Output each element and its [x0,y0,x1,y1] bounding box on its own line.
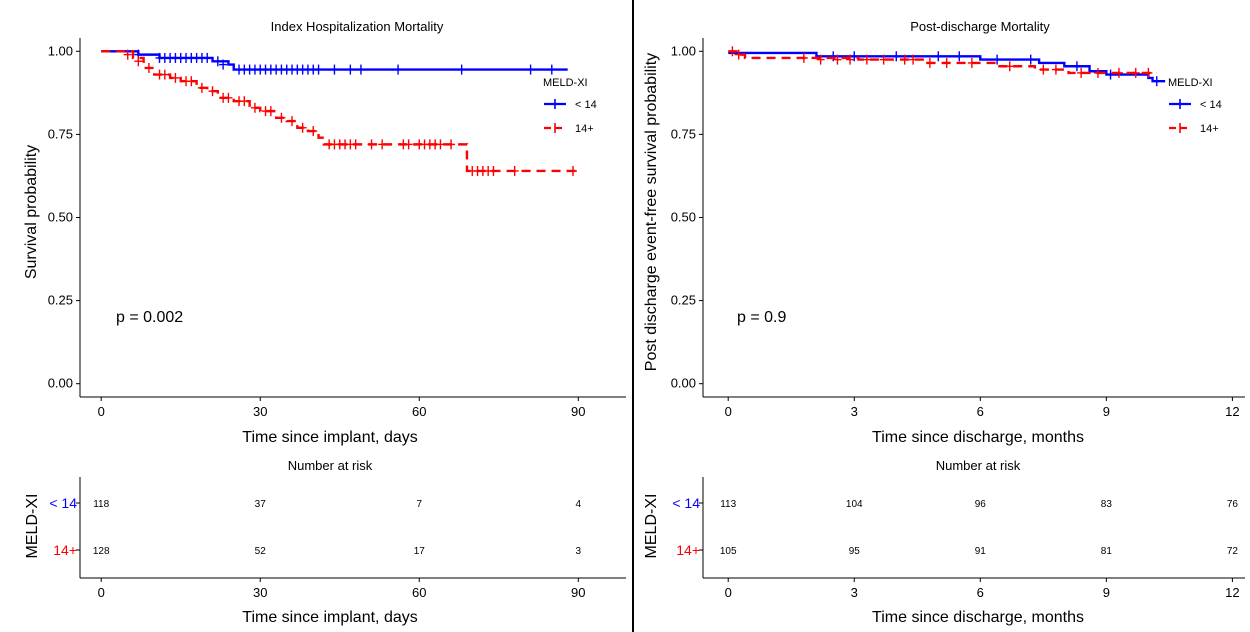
right-legend-label-low: < 14 [1200,99,1222,111]
left-x-tick-label: 60 [412,404,426,419]
right-x-tick-label: 3 [851,404,858,419]
left-risk-x-tick-label: 60 [412,585,426,600]
right-risk-row-label-low: < 14 [672,495,700,511]
left-risk-table: Number at risk MELD-XI Time since implan… [24,458,626,626]
left-y-tick-label: 1.00 [48,43,73,58]
left-y-tick-label: 0.00 [48,376,73,391]
right-risk-table: Number at risk MELD-XI Time since discha… [643,458,1245,626]
left-risk-count: 3 [576,546,582,557]
right-risk-count: 76 [1227,499,1239,510]
left-plot-title: Index Hospitalization Mortality [271,19,444,34]
left-x-axis-label: Time since implant, days [242,429,417,446]
right-x-tick-label: 6 [977,404,984,419]
right-axes: 0.00 0.25 0.50 0.75 1.00 0 3 6 9 12 [671,38,1245,419]
right-risk-count: 96 [975,499,987,510]
right-legend-label-high: 14+ [1200,123,1219,135]
left-axes: 0.00 0.25 0.50 0.75 1.00 0 30 60 90 [48,38,626,419]
left-risk-title: Number at risk [288,458,373,473]
left-legend-label-low: < 14 [575,99,597,111]
right-legend-title: MELD-XI [1168,77,1213,89]
right-y-tick-label: 0.25 [671,293,696,308]
right-risk-count: 72 [1227,546,1239,557]
right-risk-body: < 14 113 104 96 83 76 14+ 105 95 91 81 72 0 3 6 9 12 [672,477,1245,600]
left-curve-high [101,50,579,173]
left-risk-body: < 14 118 37 7 414+ 128 52 17 30 30 60 90 [49,477,626,600]
right-x-tick-label: 12 [1225,404,1239,419]
right-risk-x-label: Time since discharge, months [872,609,1084,626]
left-risk-count: 37 [255,499,267,510]
left-y-tick-label: 0.50 [48,210,73,225]
left-y-axis-label: Survival probability [23,145,40,279]
right-risk-x-tick-label: 9 [1103,585,1110,600]
right-x-tick-label: 9 [1103,404,1110,419]
left-risk-count: 7 [416,499,422,510]
left-curves [101,49,579,176]
right-risk-count: 81 [1101,546,1113,557]
left-y-tick-label: 0.25 [48,293,73,308]
right-risk-count: 104 [846,499,863,510]
left-risk-count: 4 [576,499,582,510]
left-risk-x-tick-label: 30 [253,585,267,600]
left-risk-count: 118 [93,499,109,510]
right-risk-title: Number at risk [936,458,1021,473]
right-y-tick-label: 1.00 [671,43,696,58]
right-risk-count: 113 [720,499,736,510]
left-x-tick-label: 30 [253,404,267,419]
right-risk-y-label: MELD-XI [643,494,660,559]
left-risk-count: 52 [255,546,267,557]
right-x-tick-label: 0 [725,404,732,419]
left-risk-row-label-low: < 14 [49,495,77,511]
left-risk-x-label: Time since implant, days [242,609,417,626]
right-survival-plot: Post-discharge Mortality Post discharge … [643,19,1245,446]
left-risk-x-tick-label: 0 [98,585,105,600]
right-risk-count: 105 [720,546,737,557]
right-plot-title: Post-discharge Mortality [910,19,1050,34]
right-risk-x-tick-label: 6 [977,585,984,600]
left-risk-x-tick-label: 90 [571,585,585,600]
right-curve-high [728,50,1157,75]
right-y-tick-label: 0.75 [671,126,696,141]
right-risk-count: 83 [1101,499,1113,510]
left-survival-plot: Index Hospitalization Mortality Survival… [23,19,626,446]
right-y-tick-label: 0.00 [671,376,696,391]
left-p-value: p = 0.002 [116,309,183,326]
left-risk-count: 128 [93,546,110,557]
right-risk-row-label-high: 14+ [676,542,700,558]
left-risk-y-label: MELD-XI [24,494,41,559]
right-risk-count: 95 [849,546,861,557]
right-y-tick-label: 0.50 [671,210,696,225]
left-y-tick-label: 0.75 [48,126,73,141]
right-legend: MELD-XI < 14 14+ [1168,77,1222,135]
left-x-tick-label: 0 [98,404,105,419]
left-legend: MELD-XI < 14 14+ [543,77,597,135]
right-curves [728,46,1166,87]
right-y-axis-label: Post discharge event-free survival proba… [643,53,660,371]
left-legend-title: MELD-XI [543,77,588,89]
left-legend-label-high: 14+ [575,123,594,135]
left-x-tick-label: 90 [571,404,585,419]
left-risk-row-label-high: 14+ [53,542,77,558]
right-risk-count: 91 [975,546,987,557]
left-risk-count: 17 [414,546,426,557]
right-risk-x-tick-label: 3 [851,585,858,600]
right-risk-x-tick-label: 0 [725,585,732,600]
right-p-value: p = 0.9 [737,309,786,326]
right-risk-x-tick-label: 12 [1225,585,1239,600]
right-x-axis-label: Time since discharge, months [872,429,1084,446]
